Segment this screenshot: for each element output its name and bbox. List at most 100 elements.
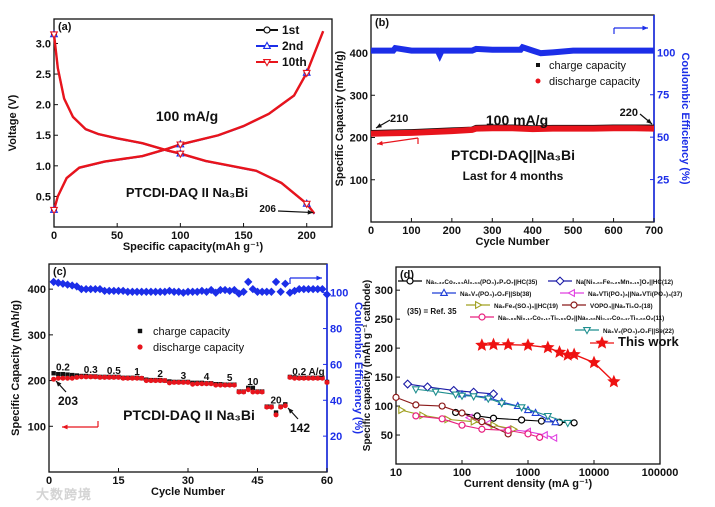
left-axis-arrow-head: [377, 140, 383, 146]
series-point: [497, 400, 506, 408]
series-point: [504, 426, 512, 434]
legend-marker-charge: [137, 328, 143, 334]
rate-label: 4: [204, 372, 210, 383]
marker-10th: [302, 69, 311, 78]
discharge-capacity-point: [111, 374, 117, 380]
rate-label: 0.5: [107, 366, 121, 377]
series-point: [501, 337, 515, 351]
discharge-capacity-point: [148, 378, 154, 384]
discharge-curve-10th: [52, 34, 316, 215]
y-tick-label: 1.0: [36, 161, 51, 173]
discharge-capacity-point: [88, 374, 94, 380]
discharge-capacity-point: [292, 375, 298, 381]
legend-label: Na₃.₃₂Co₂.₃₄Al₀.₃₃(PO₄)₂P₂O₇||HC(35): [426, 279, 537, 286]
series-point: [470, 417, 479, 426]
capacity-arrow-head: [307, 209, 314, 215]
discharge-capacity-point: [97, 374, 103, 380]
y-tick-label: 150: [375, 372, 393, 384]
legend-marker: [582, 327, 592, 335]
end-arrow-head: [646, 118, 652, 124]
discharge-capacity-series: [370, 125, 655, 137]
discharge-capacity-point: [241, 389, 247, 395]
y2-tick-label: 80: [330, 324, 342, 336]
discharge-capacity-point: [129, 375, 135, 381]
panel-c: 0 15 30 45 6010020030040020406080100(c)Cycle…: [10, 263, 364, 498]
x-tick-label: 100: [171, 230, 189, 242]
plot-frame: [53, 18, 333, 228]
series-point: [412, 401, 420, 409]
y-axis-label: Voltage (V): [7, 94, 19, 151]
y-tick-label: 100: [375, 401, 393, 413]
marker-10th: [302, 200, 311, 209]
marker-10th: [176, 141, 185, 150]
y-tick-label: 100: [28, 421, 46, 433]
discharge-capacity-point: [264, 404, 270, 410]
discharge-capacity-point: [315, 375, 321, 381]
x-tick-label: 100: [402, 225, 420, 237]
x-tick-label: 45: [251, 475, 263, 487]
discharge-capacity-point: [139, 375, 145, 381]
rate-label: 0.2: [56, 362, 70, 373]
discharge-capacity-point: [236, 389, 242, 395]
efficiency-point: [281, 279, 290, 288]
rate-label: 1: [134, 367, 140, 378]
legend-label: Na₃V₂(PO₄)₂O₂F||Sb(38): [460, 291, 531, 298]
discharge-capacity-point: [310, 375, 316, 381]
y2-tick-label: 20: [330, 431, 342, 443]
discharge-capacity-point: [250, 389, 256, 395]
low-capacity-annotation: 142: [290, 421, 310, 435]
series-point: [607, 374, 621, 388]
marker-10th: [176, 150, 185, 159]
x-tick-label: 0: [368, 225, 374, 237]
discharge-capacity-point: [162, 378, 168, 384]
y-tick-label: 1.5: [36, 130, 51, 142]
x-tick-label: 500: [564, 225, 582, 237]
x-tick-label: 10000: [579, 467, 610, 479]
y-tick-label: 2.0: [36, 100, 51, 112]
legend-marker: [555, 276, 565, 286]
discharge-capacity-point: [171, 379, 177, 385]
series-point: [451, 391, 460, 400]
series-point: [438, 415, 446, 423]
legend-marker: [475, 300, 483, 310]
discharge-capacity-point: [65, 375, 71, 381]
start-annotation: 210: [390, 113, 408, 125]
discharge-capacity-point: [116, 374, 121, 380]
efficiency-point: [267, 287, 276, 296]
legend-label: charge capacity: [153, 326, 231, 338]
series-point: [518, 416, 526, 424]
series-point: [402, 379, 413, 389]
series-point: [431, 388, 440, 397]
series-point: [570, 419, 578, 427]
y2-tick-label: 100: [657, 47, 675, 59]
series-point: [537, 417, 546, 425]
cell-annotation: PTCDI-DAQ II Na₃Bi: [126, 185, 248, 200]
discharge-capacity-point: [176, 379, 182, 385]
legend-label: 2nd: [282, 39, 303, 53]
panel-b: 0 100 200 300 400 500 600 700 100 200 300 400 25 50 75…: [334, 14, 691, 248]
series-point: [587, 355, 601, 369]
y-tick-label: 300: [28, 330, 46, 342]
legend-label: 10th: [282, 55, 307, 69]
y2-tick-label: 50: [657, 132, 669, 144]
discharge-capacity-point: [278, 404, 284, 410]
y-tick-label: 300: [350, 90, 368, 102]
discharge-capacity-point: [153, 378, 159, 384]
legend-label: charge capacity: [549, 60, 627, 72]
series-point: [524, 430, 532, 438]
rate-annotation: 100 mA/g: [486, 112, 548, 128]
series-point: [563, 419, 572, 428]
series-point: [486, 337, 501, 351]
x-tick-label: 100000: [642, 467, 679, 479]
charge-capacity-point: [60, 371, 66, 377]
discharge-capacity-point: [217, 382, 223, 388]
x-tick-label: 15: [112, 475, 124, 487]
x-axis-label: Specific capacity(mAh g⁻¹): [123, 241, 264, 253]
panel-a: 0 50 100 150 200 0.5 1.0 1.5 2.0 2.5 3.0 (a) Specifi…: [7, 18, 333, 253]
rate-label: 20: [270, 396, 282, 407]
rate-label: 2: [157, 369, 163, 380]
series-point: [536, 433, 544, 441]
legend-label: discharge capacity: [549, 76, 641, 88]
discharge-capacity-point: [213, 382, 219, 388]
charge-capacity-point: [250, 385, 256, 391]
